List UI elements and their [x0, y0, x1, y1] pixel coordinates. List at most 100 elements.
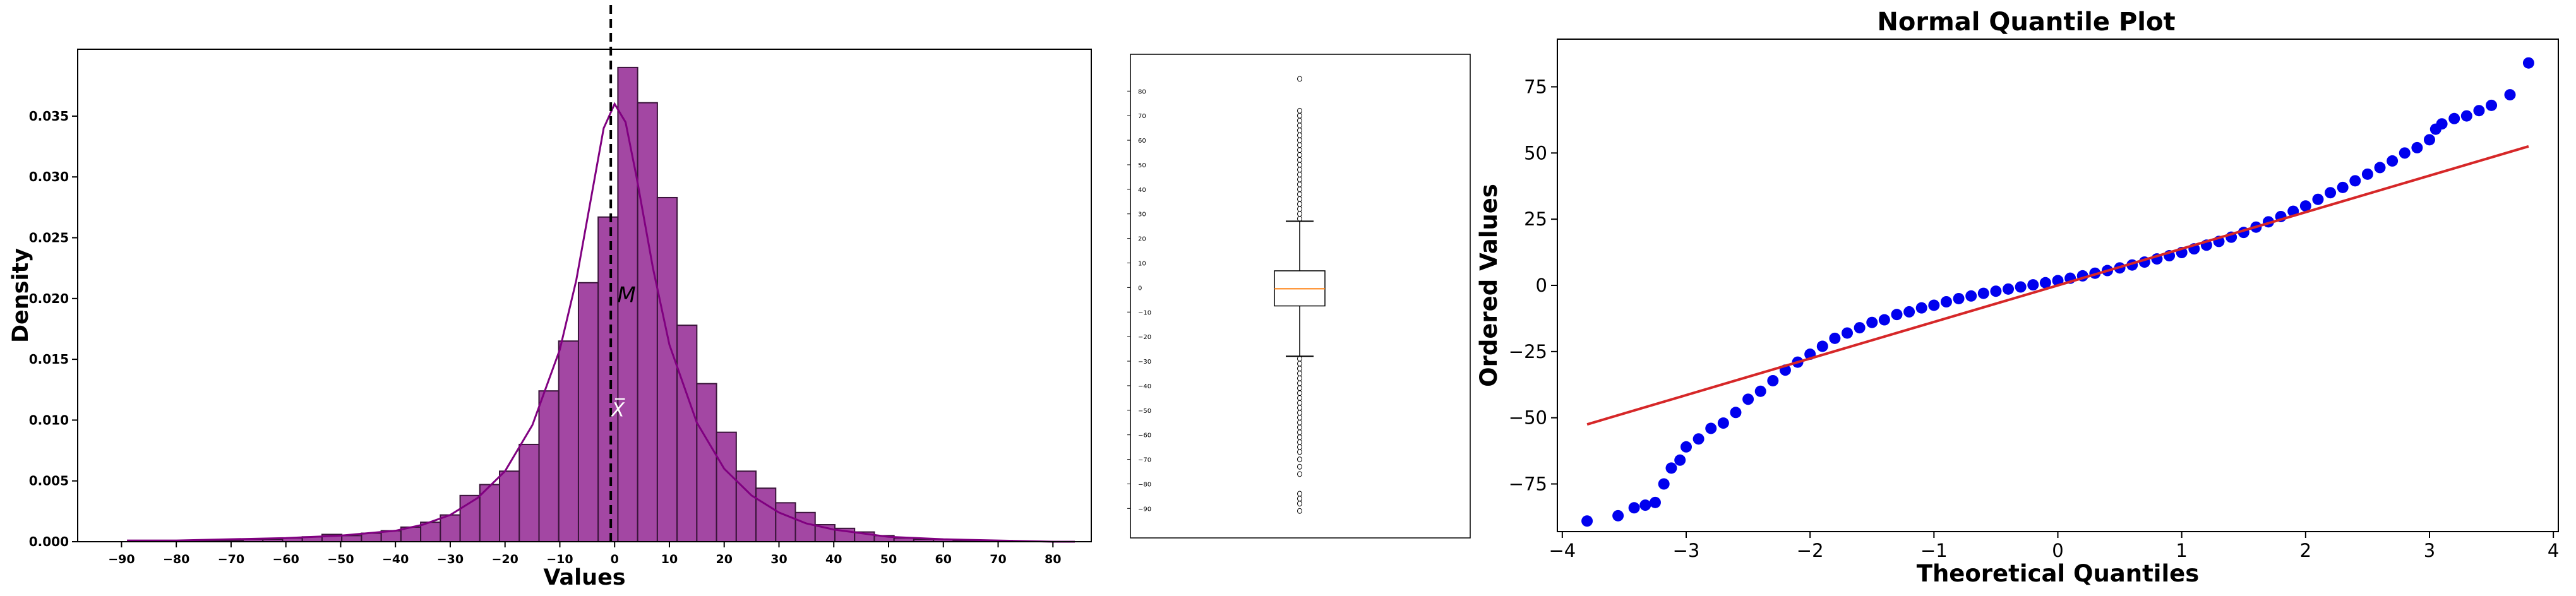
outlier-point	[1297, 444, 1302, 450]
y-tick-label: 70	[1138, 113, 1146, 120]
outlier-point	[1297, 424, 1302, 431]
qq-plot-title: Normal Quantile Plot	[1877, 8, 2175, 37]
y-tick-label: −70	[1138, 457, 1151, 464]
x-tick-label: −70	[218, 552, 244, 566]
outlier-point	[1297, 181, 1302, 188]
y-tick-label: 75	[1524, 76, 1547, 97]
qq-point	[1742, 393, 1754, 405]
qq-point	[1878, 314, 1890, 326]
outlier-point	[1297, 216, 1302, 222]
outlier-point	[1297, 370, 1302, 376]
outlier-point	[1297, 167, 1302, 173]
x-tick-label: 70	[990, 552, 1006, 566]
histogram-bar	[361, 532, 382, 542]
qq-point	[1829, 332, 1841, 344]
qq-point	[2448, 112, 2460, 124]
y-tick-label: 50	[1524, 142, 1547, 164]
qq-point	[1628, 502, 1640, 514]
outlier-point	[1297, 419, 1302, 426]
outlier-point	[1297, 414, 1302, 420]
histogram-y-ticks: 0.000 0.005 0.010 0.015 0.020 0.025 0.030 0.035	[29, 109, 78, 549]
outlier-point	[1297, 211, 1302, 217]
outlier-point	[1297, 390, 1302, 396]
histogram-x-axis-label: Values	[543, 565, 625, 590]
boxplot-frame	[1130, 54, 1471, 539]
x-tick-label: 60	[935, 552, 952, 566]
kde-curve	[127, 102, 1075, 543]
x-tick-label: 50	[880, 552, 897, 566]
qq-points	[1581, 57, 2534, 527]
histogram-bar	[479, 484, 501, 543]
histogram-bar	[440, 514, 461, 543]
y-tick-label: 0.020	[29, 291, 69, 306]
outlier-point	[1297, 112, 1302, 119]
outlier-point	[1297, 439, 1302, 445]
outlier-point	[1297, 395, 1302, 401]
outlier-point	[1297, 491, 1302, 497]
y-tick-label: 40	[1138, 187, 1146, 194]
outlier-point	[1297, 128, 1302, 134]
qq-point	[2312, 193, 2324, 205]
outlier-point	[1297, 366, 1302, 372]
y-tick-label: 20	[1138, 236, 1146, 243]
qq-point	[1692, 433, 1704, 445]
histogram-bar	[597, 216, 619, 542]
outlier-point	[1297, 152, 1302, 158]
outlier-point	[1297, 117, 1302, 124]
outlier-point	[1297, 471, 1302, 477]
y-tick-label: 0.025	[29, 230, 69, 246]
qq-point	[1891, 309, 1903, 321]
outlier-point	[1297, 107, 1302, 114]
histogram-bar	[696, 383, 717, 543]
histogram-bar	[518, 443, 540, 542]
qq-fit-line	[1586, 145, 2529, 426]
x-tick-label: −80	[163, 552, 189, 566]
qq-point	[1953, 292, 1965, 304]
histogram-bar	[794, 511, 816, 542]
outlier-point	[1297, 355, 1302, 362]
histogram-bar	[538, 390, 560, 542]
y-tick-label: 10	[1138, 261, 1146, 268]
qq-point	[2325, 187, 2337, 199]
y-tick-label: −50	[1509, 407, 1547, 429]
histogram-bar	[617, 66, 638, 542]
histogram-bar	[656, 196, 678, 542]
histogram-bar	[341, 535, 362, 542]
qq-point	[1754, 385, 1766, 397]
qq-point	[2003, 283, 2015, 295]
outlier-point	[1297, 201, 1302, 207]
histogram-bar	[775, 502, 796, 542]
histogram-panel: M X̅ −90 −80 −70 −60 −50 −40 −30 −20 −10 0 10 20 30 4…	[8, 5, 1092, 590]
qq-point	[1649, 496, 1661, 508]
qq-point	[1854, 322, 1866, 334]
qq-point	[2460, 110, 2472, 122]
qq-point	[2387, 155, 2399, 167]
x-tick-label: 40	[825, 552, 842, 566]
x-tick-label: 3	[2424, 540, 2435, 561]
histogram-x-ticks: −90 −80 −70 −60 −50 −40 −30 −20 −10 0 10 20 30 40 50 60…	[108, 542, 1061, 566]
qq-point	[2522, 57, 2534, 69]
y-tick-label: −10	[1138, 309, 1151, 316]
y-tick-label: 0.005	[29, 474, 69, 489]
x-tick-label: −60	[272, 552, 299, 566]
outlier-point	[1297, 176, 1302, 182]
qq-point	[2361, 168, 2373, 180]
x-tick-label: 10	[661, 552, 678, 566]
qq-point	[2486, 99, 2498, 111]
outlier-point	[1297, 162, 1302, 168]
y-tick-label: 80	[1138, 88, 1146, 95]
boxplot-y-ticks: −90 −80 −70 −60 −50 −40 −30 −20 −10 0 10 20 30 40 50 60…	[1127, 88, 1151, 513]
x-tick-label: −50	[327, 552, 354, 566]
x-tick-label: −40	[382, 552, 409, 566]
qq-point	[1717, 417, 1729, 429]
x-tick-label: −4	[1549, 540, 1576, 561]
qq-point	[1866, 316, 1878, 328]
qq-point	[2504, 89, 2516, 101]
y-tick-label: 0.035	[29, 109, 69, 124]
x-tick-label: −90	[108, 552, 135, 566]
outlier-point	[1297, 142, 1302, 148]
qq-point	[2374, 162, 2386, 174]
x-tick-label: −3	[1673, 540, 1700, 561]
qq-point	[2039, 277, 2051, 289]
outlier-point	[1297, 147, 1302, 153]
